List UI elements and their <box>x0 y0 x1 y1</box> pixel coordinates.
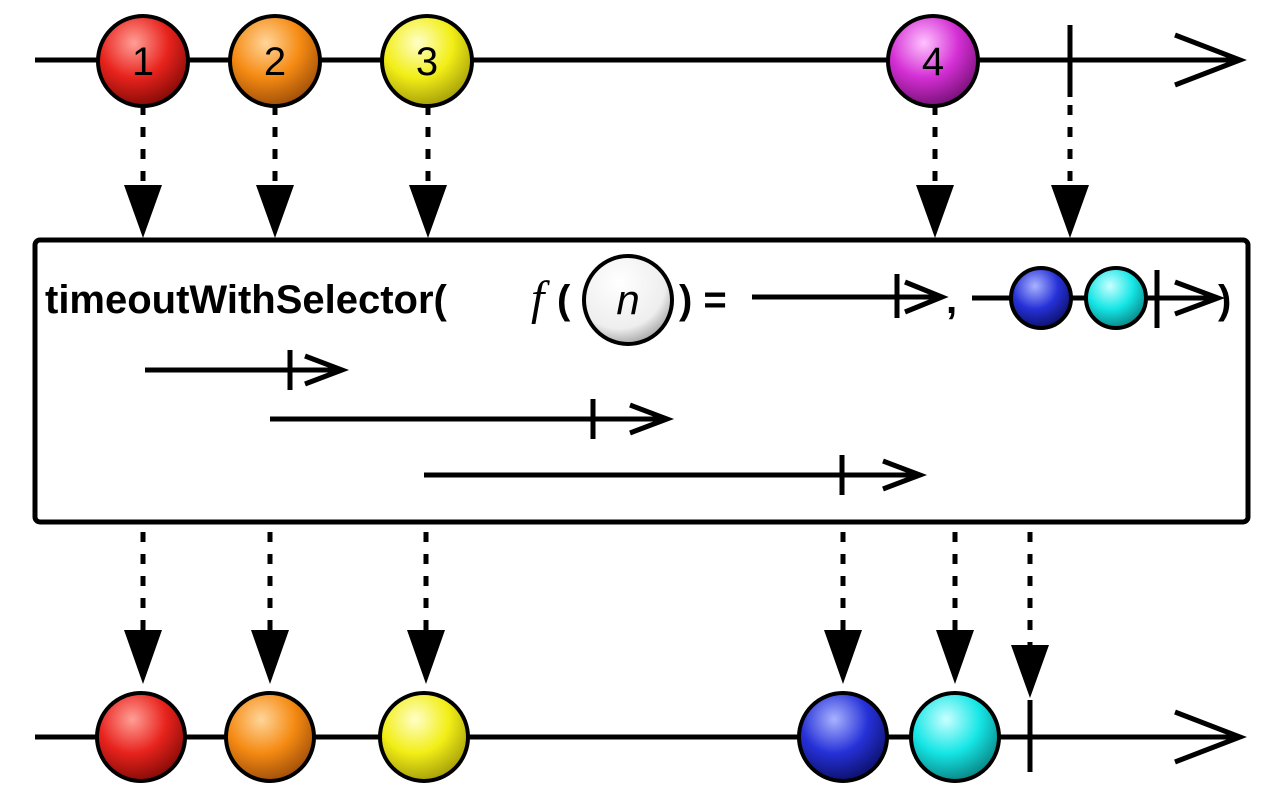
timeout-line-2 <box>270 399 675 439</box>
output-marble-3 <box>378 691 470 783</box>
input-marble-4-label: 4 <box>922 40 944 84</box>
output-marble-5 <box>909 691 1001 783</box>
input-to-operator-arrows <box>124 105 1089 238</box>
output-marble-2 <box>224 691 316 783</box>
input-timeline <box>35 25 1247 97</box>
input-marble-3: 3 <box>380 14 474 108</box>
fallback-marble-cyan <box>1084 266 1148 330</box>
operator-box <box>32 237 1251 525</box>
input-marble-2: 2 <box>228 14 322 108</box>
selector-param-marble: n <box>582 254 674 346</box>
input-marble-1-label: 1 <box>132 40 154 84</box>
input-marble-4: 4 <box>886 14 980 108</box>
output-marble-4 <box>797 691 889 783</box>
fallback-marble-blue <box>1009 266 1073 330</box>
timeout-line-3 <box>424 455 928 495</box>
timeout-observable-glyph <box>752 274 949 318</box>
signature-close-paren: ) <box>1218 278 1231 322</box>
operator-to-output-arrows <box>124 532 1049 698</box>
input-marble-2-label: 2 <box>264 40 286 84</box>
timeout-line-1 <box>145 350 350 390</box>
fallback-observable-glyph <box>972 266 1226 330</box>
output-marble-1 <box>95 691 187 783</box>
signature-comma: , <box>946 278 957 322</box>
input-marble-1: 1 <box>96 14 190 108</box>
selector-close-equals: ) = <box>679 278 727 322</box>
selector-open-paren: ( <box>557 278 571 322</box>
operator-name: timeoutWithSelector( <box>45 278 448 322</box>
output-timeline <box>35 700 1247 772</box>
operator-signature: timeoutWithSelector( f ( n ) = , ) <box>45 254 1231 346</box>
selector-param-label: n <box>616 276 639 323</box>
input-marble-3-label: 3 <box>416 40 438 84</box>
